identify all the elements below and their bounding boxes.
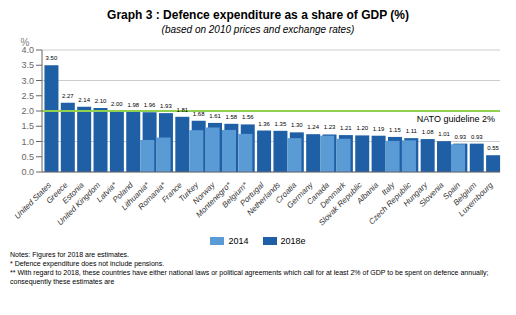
svg-text:2.14: 2.14: [78, 97, 90, 103]
svg-text:2.5: 2.5: [21, 91, 34, 101]
svg-text:1.24: 1.24: [307, 124, 319, 130]
svg-text:1.35: 1.35: [275, 121, 287, 127]
svg-text:3.0: 3.0: [21, 76, 34, 86]
svg-text:0.0: 0.0: [21, 167, 34, 177]
svg-text:1.15: 1.15: [389, 127, 401, 133]
svg-text:Norway: Norway: [191, 180, 217, 207]
svg-text:Slovenia: Slovenia: [417, 180, 446, 209]
svg-text:3.50: 3.50: [46, 55, 58, 61]
svg-text:Belgium: Belgium: [451, 180, 479, 208]
svg-text:1.5: 1.5: [21, 121, 34, 131]
html-text:2014: 2014: [228, 236, 249, 246]
svg-text:4.0: 4.0: [21, 45, 34, 56]
svg-text:1.08: 1.08: [422, 129, 434, 135]
svg-text:Luxembourg: Luxembourg: [457, 180, 495, 218]
svg-text:Spain: Spain: [441, 180, 462, 202]
svg-text:1.30: 1.30: [291, 122, 303, 128]
svg-text:Denmark: Denmark: [318, 180, 348, 210]
svg-text:1.61: 1.61: [209, 113, 221, 119]
svg-text:Hungary: Hungary: [401, 180, 430, 209]
svg-text:Lithuania*: Lithuania*: [119, 180, 152, 213]
svg-text:2.10: 2.10: [95, 98, 107, 104]
svg-text:1.81: 1.81: [176, 107, 188, 113]
svg-text:Turkey: Turkey: [177, 180, 201, 204]
svg-text:1.21: 1.21: [340, 125, 352, 131]
svg-text:1.36: 1.36: [258, 121, 270, 127]
svg-text:United Kingdom: United Kingdom: [56, 180, 103, 227]
svg-text:1.01: 1.01: [438, 131, 450, 137]
svg-text:NATO guideline 2%: NATO guideline 2%: [417, 114, 495, 124]
svg-text:1.11: 1.11: [406, 128, 418, 134]
svg-text:0.5: 0.5: [21, 152, 34, 162]
svg-text:1.0: 1.0: [21, 137, 34, 147]
svg-text:Slovak Republic: Slovak Republic: [317, 181, 364, 228]
svg-text:Montenegro*: Montenegro*: [194, 180, 233, 220]
svg-text:Poland: Poland: [110, 180, 135, 205]
svg-text:Portugal: Portugal: [238, 180, 266, 208]
svg-text:1.56: 1.56: [242, 114, 254, 120]
svg-text:1.20: 1.20: [356, 125, 368, 131]
html-text:Graph 3 : Defence expenditure: Graph 3 : Defence expenditure as a share…: [107, 8, 409, 22]
svg-text:Italy: Italy: [379, 180, 397, 198]
svg-text:Albania: Albania: [354, 180, 380, 206]
svg-text:2.00: 2.00: [111, 101, 123, 107]
svg-text:Belgium*: Belgium*: [220, 180, 250, 210]
svg-text:1.96: 1.96: [144, 102, 156, 108]
svg-text:Latvia*: Latvia*: [94, 180, 119, 205]
svg-text:United States: United States: [12, 180, 54, 221]
svg-text:Romania*: Romania*: [136, 180, 168, 212]
svg-text:0.93: 0.93: [471, 134, 483, 140]
svg-text:Croatia: Croatia: [273, 180, 299, 206]
svg-text:0.55: 0.55: [487, 145, 499, 151]
html-text:** With regard to 2018, these: ** With regard to 2018, these countries …: [10, 269, 489, 285]
svg-text:Netherlands: Netherlands: [245, 180, 283, 218]
svg-text:2.0: 2.0: [21, 106, 34, 116]
svg-text:3.5: 3.5: [21, 60, 34, 70]
svg-text:1.93: 1.93: [160, 103, 172, 109]
svg-text:1.19: 1.19: [373, 126, 385, 132]
html-text:* Defence expenditure does not: * Defence expenditure does not include p…: [10, 260, 165, 267]
html-text:2018e: 2018e: [280, 236, 306, 246]
svg-text:1.58: 1.58: [226, 114, 238, 120]
html-text:Notes: Figures for 2018 are es: Notes: Figures for 2018 are estimates.: [10, 251, 130, 258]
svg-text:Germany: Germany: [285, 180, 315, 211]
svg-text:1.23: 1.23: [324, 124, 336, 130]
svg-text:2.27: 2.27: [62, 93, 74, 99]
svg-text:Canada: Canada: [305, 180, 332, 207]
svg-text:Czech Republic: Czech Republic: [367, 180, 413, 227]
html-text:(based on 2010 prices and exch: (based on 2010 prices and exchange rates…: [161, 24, 355, 35]
svg-text:Greece: Greece: [44, 180, 70, 206]
svg-text:France: France: [160, 180, 184, 205]
svg-text:%: %: [21, 37, 30, 48]
svg-text:1.98: 1.98: [127, 102, 139, 108]
svg-text:Estonia: Estonia: [60, 180, 86, 206]
svg-text:1.68: 1.68: [193, 111, 205, 117]
svg-text:0.93: 0.93: [455, 134, 467, 140]
